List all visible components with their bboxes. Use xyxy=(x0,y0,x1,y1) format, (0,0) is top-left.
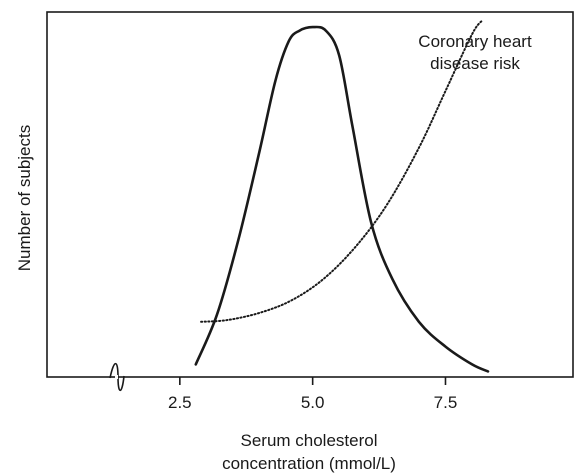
annotation-line-2: disease risk xyxy=(430,54,520,73)
series-line-0-distribution xyxy=(194,25,490,373)
annotation-line-1: Coronary heart xyxy=(418,32,532,51)
series-line-1-risk xyxy=(200,19,484,323)
plot-frame xyxy=(46,11,574,378)
y-axis-label: Number of subjects xyxy=(15,125,34,271)
x-tick-labels: 2.5 5.0 7.5 xyxy=(168,393,457,412)
x-axis-label-line-2: concentration (mmol/L) xyxy=(222,454,396,473)
x-tick-label-1: 5.0 xyxy=(301,393,325,412)
x-ticks xyxy=(179,377,447,385)
x-axis-label-line-1: Serum cholesterol xyxy=(240,431,377,450)
series-group xyxy=(194,19,490,373)
x-axis-break-gap xyxy=(115,375,118,379)
x-tick-label-2: 7.5 xyxy=(434,393,458,412)
x-tick-label-0: 2.5 xyxy=(168,393,192,412)
axes xyxy=(46,11,574,392)
